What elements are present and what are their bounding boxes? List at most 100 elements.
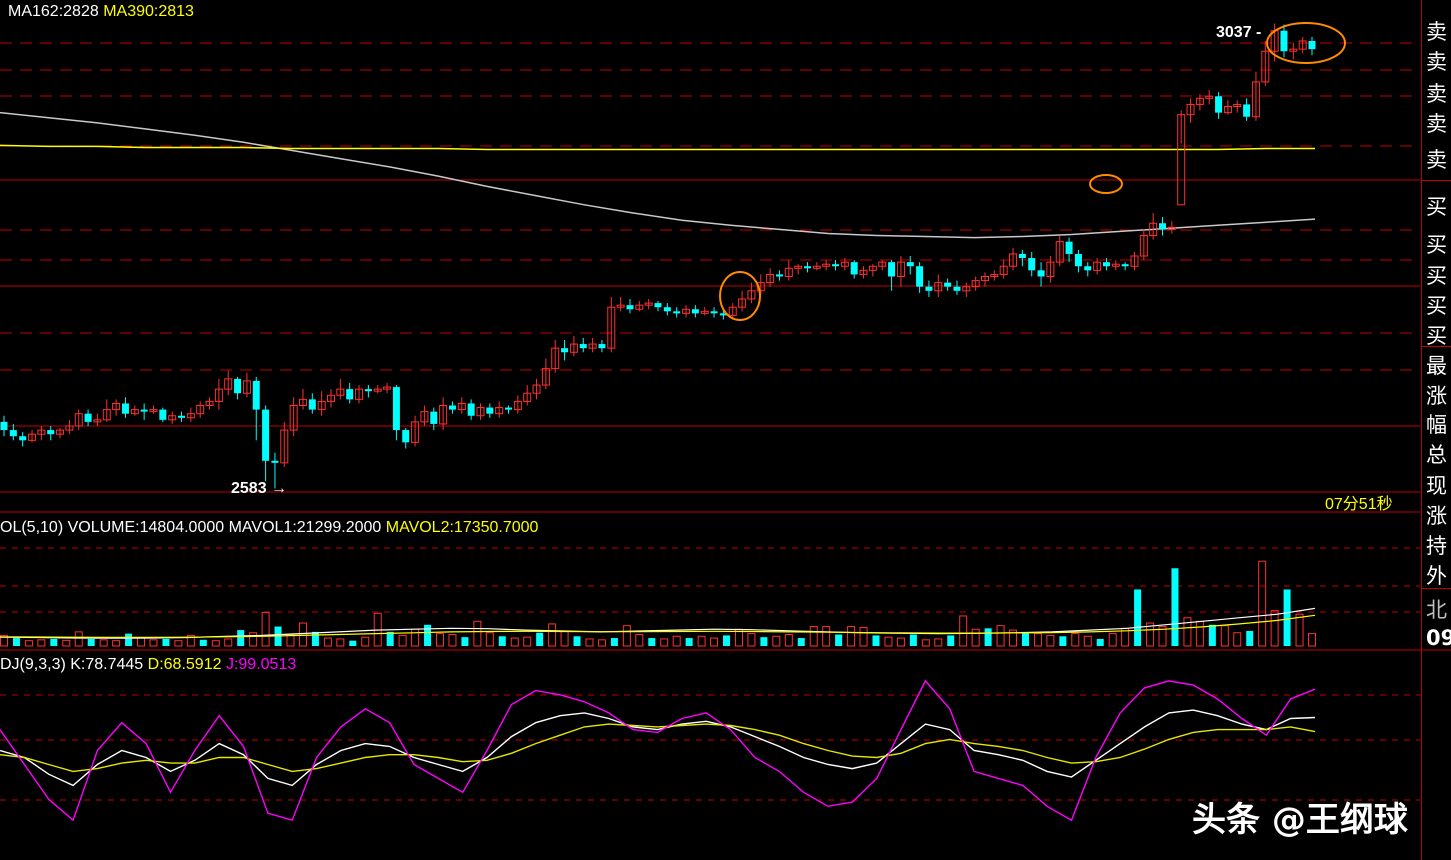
- volume-bar-down: [872, 635, 880, 646]
- candle-body-up: [700, 310, 709, 314]
- candle-body-up: [999, 265, 1008, 275]
- candle-body-up: [1167, 226, 1176, 230]
- candle-body-down: [916, 266, 924, 287]
- buy-level-4[interactable]: 买: [1426, 294, 1447, 318]
- volume-bar-up: [809, 626, 818, 647]
- sell-level-3[interactable]: 卖: [1426, 82, 1447, 106]
- highlight-mid: [719, 271, 761, 321]
- candle-body-down: [598, 344, 606, 349]
- volume-bar-down: [685, 638, 693, 646]
- candle-body-down: [1084, 266, 1092, 271]
- candle-body-up: [298, 398, 307, 407]
- candle-body-down: [486, 407, 494, 414]
- ma390-line: [0, 144, 1315, 151]
- volume-bar-down: [1171, 568, 1179, 646]
- candle-body-down: [1243, 104, 1251, 117]
- candle-body-up: [1223, 105, 1232, 114]
- volume-bar-down: [162, 638, 170, 646]
- buy-level-3[interactable]: 买: [1426, 264, 1447, 288]
- sell-level-4[interactable]: 卖: [1426, 50, 1447, 74]
- candle-body-down: [159, 409, 167, 420]
- volume-bar-up: [149, 639, 158, 647]
- volume-bar-up: [1220, 625, 1229, 647]
- volume-bar-up: [784, 634, 793, 647]
- candle-body-down: [1037, 270, 1045, 277]
- sell-level-5[interactable]: 卖: [1426, 20, 1447, 44]
- candle-body-up: [934, 282, 943, 292]
- candle-body-down: [1215, 96, 1223, 113]
- buy-level-1[interactable]: 买: [1426, 195, 1447, 219]
- candle-body-down: [505, 407, 513, 410]
- candle-body-up: [588, 343, 597, 349]
- candle-body-up: [224, 378, 233, 390]
- stat-outer: 外: [1426, 564, 1447, 588]
- volume-bar-down: [1021, 632, 1029, 646]
- quote-panel: 卖 卖 卖 卖 卖 买 买 买 买 买 最 涨 幅 总 现 涨 持 外 北 09: [1421, 0, 1451, 860]
- volume-bar-up: [1083, 635, 1092, 647]
- k-line: [0, 709, 1316, 787]
- volume-bar-up: [747, 633, 756, 647]
- candle-body-up: [607, 306, 616, 349]
- candle-body-up: [373, 388, 382, 392]
- volume-bar-down: [1059, 636, 1067, 646]
- kdj-lines: [0, 679, 1316, 822]
- kdj-indicator-name: DJ(9,3,3): [0, 656, 66, 673]
- candle-body-up: [74, 413, 83, 427]
- volume-bar-up: [411, 628, 420, 647]
- volume-bars: [0, 560, 1316, 647]
- candle-body-up: [93, 419, 102, 423]
- candle-body-up: [766, 273, 775, 284]
- sell-level-2[interactable]: 卖: [1426, 112, 1447, 136]
- volume-bar-down: [536, 632, 544, 646]
- stat-total: 总: [1426, 443, 1447, 467]
- sell-level-1[interactable]: 卖: [1426, 148, 1447, 172]
- candle-body-down: [47, 430, 55, 435]
- candle-body-up: [896, 261, 905, 277]
- buy-level-5[interactable]: 买: [1426, 324, 1447, 348]
- volume-bar-up: [1146, 622, 1155, 647]
- volume-bar-up: [697, 635, 706, 647]
- volume-bar-up: [1009, 629, 1018, 647]
- candle-body-up: [1289, 48, 1298, 52]
- countdown-timer: 07分51秒: [1325, 496, 1393, 513]
- volume-bar-up: [1308, 633, 1316, 647]
- volume-bar-up: [436, 633, 444, 647]
- volume-bar-up: [1270, 610, 1279, 647]
- candle-body-down: [1159, 223, 1167, 230]
- volume-bar-up: [523, 636, 532, 647]
- candle-body-down: [906, 262, 914, 267]
- candle-body-down: [364, 389, 372, 392]
- candle-body-up: [794, 265, 803, 269]
- volume-bar-up: [398, 634, 407, 647]
- mavol2-value: MAVOL2:17350.7000: [385, 519, 539, 536]
- candle-body-up: [205, 400, 214, 407]
- candle-body-up: [112, 402, 121, 411]
- volume-bar-down: [1134, 589, 1142, 646]
- volume-bar-down: [87, 638, 95, 646]
- volume-bar-up: [959, 615, 968, 647]
- candle-body-up: [37, 429, 46, 435]
- candle-body-up: [840, 261, 849, 267]
- volume-bar-down: [311, 631, 319, 646]
- time-label: 09: [1426, 626, 1451, 650]
- candle-body-up: [513, 400, 522, 411]
- volume-bar-down: [424, 624, 432, 646]
- volume-bar-down: [760, 637, 768, 646]
- vol-value: VOLUME:14804.0000: [67, 519, 225, 536]
- candle-body-up: [1111, 263, 1120, 267]
- volume-bar-up: [548, 623, 557, 647]
- volume-bar-up: [822, 626, 831, 647]
- volume-bar-up: [174, 640, 183, 647]
- buy-level-2[interactable]: 买: [1426, 233, 1447, 257]
- volume-bar-down: [1283, 589, 1291, 646]
- volume-bar-up: [112, 640, 121, 647]
- highlight-peak: [1266, 22, 1346, 64]
- candle-body-up: [635, 304, 644, 310]
- volume-bar-up: [660, 638, 669, 647]
- candle-body-up: [1205, 95, 1214, 99]
- candle-body-down: [626, 305, 634, 310]
- volume-bar-up: [1295, 613, 1304, 647]
- candle-body-down: [1074, 253, 1082, 267]
- candle-body-up: [756, 282, 765, 292]
